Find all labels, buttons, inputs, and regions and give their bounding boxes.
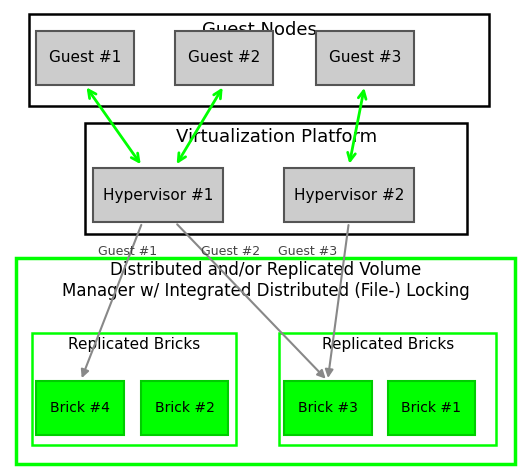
Text: Replicated Bricks: Replicated Bricks [321, 337, 454, 352]
FancyBboxPatch shape [316, 31, 414, 85]
Text: Hypervisor #2: Hypervisor #2 [294, 188, 404, 202]
FancyBboxPatch shape [16, 258, 515, 464]
FancyBboxPatch shape [93, 168, 223, 222]
Text: Guest #1: Guest #1 [98, 245, 157, 258]
Text: Guest Nodes: Guest Nodes [202, 21, 316, 39]
Text: Guest #2: Guest #2 [201, 245, 261, 258]
FancyBboxPatch shape [141, 381, 228, 435]
Text: Brick #2: Brick #2 [155, 401, 215, 415]
Text: Guest #2: Guest #2 [188, 51, 261, 65]
FancyBboxPatch shape [284, 381, 372, 435]
Text: Guest #3: Guest #3 [329, 51, 401, 65]
FancyBboxPatch shape [85, 123, 467, 234]
Text: Virtualization Platform: Virtualization Platform [176, 128, 376, 146]
Text: Distributed and/or Replicated Volume
Manager w/ Integrated Distributed (File-) L: Distributed and/or Replicated Volume Man… [62, 261, 469, 300]
Text: Brick #1: Brick #1 [401, 401, 461, 415]
FancyBboxPatch shape [36, 31, 134, 85]
Text: Guest #3: Guest #3 [278, 245, 338, 258]
FancyBboxPatch shape [388, 381, 475, 435]
Text: Replicated Bricks: Replicated Bricks [68, 337, 201, 352]
FancyBboxPatch shape [36, 381, 124, 435]
Text: Guest #1: Guest #1 [49, 51, 122, 65]
FancyBboxPatch shape [32, 333, 236, 445]
FancyBboxPatch shape [29, 14, 489, 106]
Text: Hypervisor #1: Hypervisor #1 [103, 188, 213, 202]
FancyBboxPatch shape [284, 168, 414, 222]
Text: Brick #3: Brick #3 [298, 401, 358, 415]
FancyBboxPatch shape [279, 333, 496, 445]
Text: Brick #4: Brick #4 [50, 401, 110, 415]
FancyBboxPatch shape [175, 31, 273, 85]
